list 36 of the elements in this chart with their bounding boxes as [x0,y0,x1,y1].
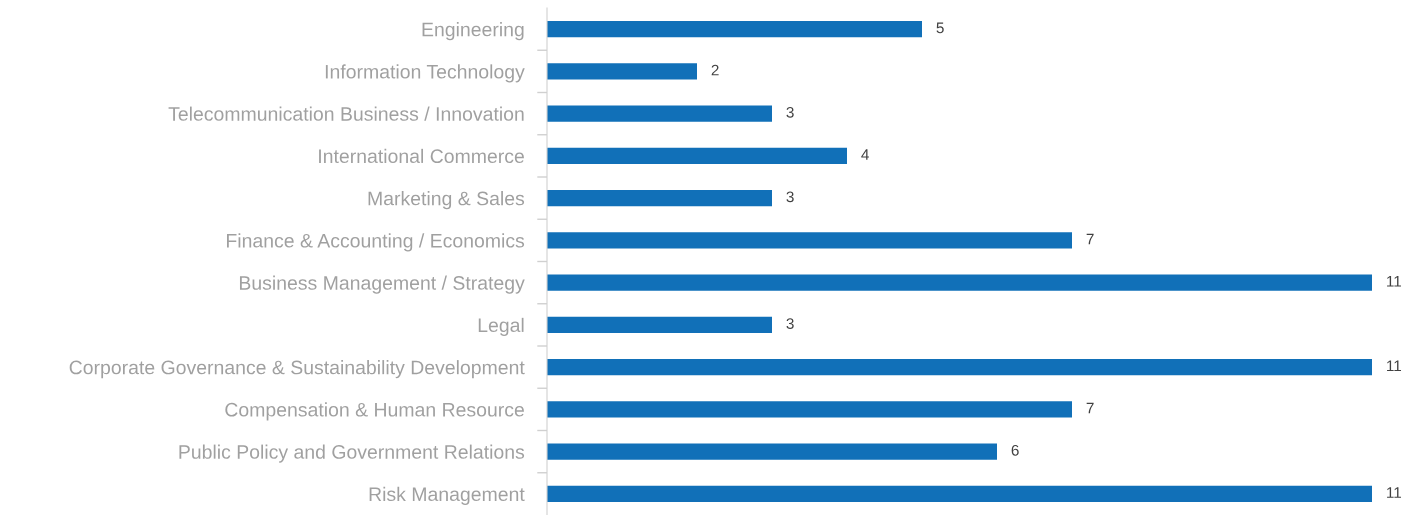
bar [547,274,1372,291]
bar [547,147,847,164]
bar [547,401,1072,418]
data-label: 7 [1086,402,1094,414]
bar [547,105,772,122]
bar [547,63,697,80]
data-label: 4 [861,149,869,160]
data-label: 6 [1011,444,1019,456]
data-label: 3 [786,318,794,329]
y-tick-label: International Commerce [319,148,524,164]
bar [547,21,922,38]
data-label: 5 [936,22,944,34]
y-tick-label: Legal [478,317,524,336]
y-tick-label: Business Management / Strategy [239,275,525,294]
bar [547,232,1072,249]
data-label: 7 [1086,233,1094,245]
y-tick-label: Public Policy and Government Relations [179,444,525,463]
y-tick-label: Information Technology [325,64,525,83]
y-tick-label: Telecommunication Business / Innovation [168,106,524,121]
data-label: 2 [711,64,719,76]
data-label: 11 [1387,487,1402,498]
y-tick-label: Finance & Accounting / Economics [227,233,525,252]
y-tick-label: Risk Management [369,486,525,505]
y-tick-label: Engineering [422,22,524,41]
y-tick-label: Compensation & Human Resource [225,402,524,421]
bar [547,359,1372,376]
bar [547,485,1372,502]
data-label: 11 [1387,360,1402,372]
bar [547,190,772,207]
data-label: 3 [786,106,794,118]
data-label: 3 [786,191,794,203]
y-tick-label: Marketing & Sales [368,191,525,210]
bar [547,443,997,460]
data-label: 11 [1387,276,1402,287]
y-tick-label: Corporate Governance & Sustainability Development [69,360,525,379]
bar [547,316,772,333]
